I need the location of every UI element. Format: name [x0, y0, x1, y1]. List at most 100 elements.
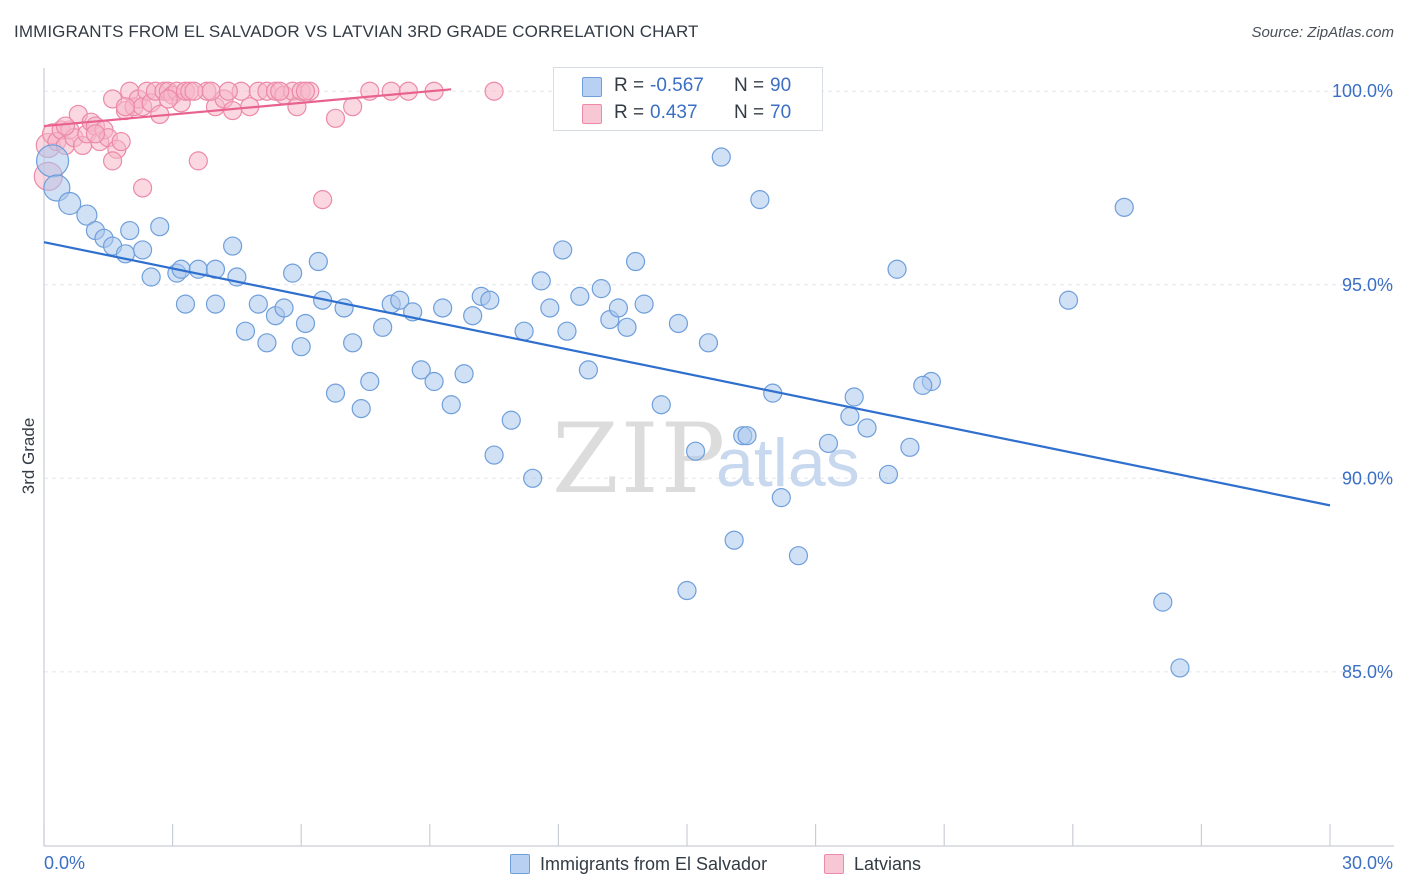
data-point-el-salvador [887, 259, 907, 279]
data-point-el-salvador [132, 240, 153, 260]
data-point-el-salvador [788, 546, 809, 566]
data-point-el-salvador [523, 468, 543, 488]
data-point-el-salvador [844, 387, 864, 407]
data-point-el-salvador [150, 217, 170, 237]
data-point-el-salvador [570, 286, 590, 306]
data-point-latvians [313, 190, 333, 210]
data-point-el-salvador [308, 251, 328, 272]
bottom-legend-latvians: Latvians [824, 852, 921, 876]
data-point-latvians [102, 151, 123, 171]
data-point-el-salvador [351, 399, 371, 419]
data-point-el-salvador [35, 144, 70, 178]
y-tick-label: 85.0% [1342, 662, 1393, 682]
legend-r-label: R = [614, 102, 645, 123]
data-point-latvians [115, 97, 136, 117]
trend-lines [43, 88, 1331, 507]
trend-line-latvians [43, 88, 452, 128]
data-point-el-salvador [58, 191, 82, 216]
data-point-latvians [343, 97, 363, 117]
data-point-latvians [55, 116, 76, 136]
data-point-el-salvador [737, 426, 757, 446]
data-point-latvians [398, 81, 418, 101]
data-point-el-salvador [223, 236, 243, 256]
grid-lines [44, 90, 1394, 673]
data-point-el-salvador [175, 294, 196, 314]
data-point-el-salvador [454, 364, 474, 384]
legend-n-label: N = [734, 102, 765, 123]
data-point-el-salvador [390, 290, 410, 310]
y-tick-labels: 100.0% 95.0% 90.0% 85.0% [1332, 81, 1393, 682]
data-point-latvians [111, 131, 131, 152]
data-point-el-salvador [1058, 290, 1079, 310]
chart-title: IMMIGRANTS FROM EL SALVADOR VS LATVIAN 3… [14, 22, 699, 41]
bottom-legend-swatch-blue [510, 854, 530, 874]
data-point-el-salvador [591, 279, 611, 299]
data-point-latvians [484, 81, 504, 101]
data-point-el-salvador [1170, 658, 1190, 678]
data-point-el-salvador [553, 240, 573, 260]
data-point-el-salvador [501, 410, 521, 430]
data-point-el-salvador [818, 433, 839, 454]
data-point-latvians [270, 81, 290, 101]
data-point-el-salvador [900, 437, 920, 457]
legend-r-value: 0.437 [650, 102, 698, 123]
data-point-latvians [201, 81, 221, 101]
data-point-el-salvador [1114, 197, 1134, 217]
data-point-el-salvador [235, 321, 256, 341]
data-point-el-salvador [724, 530, 744, 550]
data-point-el-salvador [257, 333, 277, 353]
data-point-latvians [132, 178, 153, 198]
data-point-el-salvador [878, 464, 899, 485]
data-point-el-salvador [531, 271, 551, 291]
data-point-el-salvador [441, 395, 461, 415]
x-tick-label: 30.0% [1342, 853, 1393, 873]
data-point-el-salvador [248, 294, 268, 314]
y-tick-label: 95.0% [1342, 275, 1393, 295]
data-point-el-salvador [634, 294, 654, 314]
data-point-el-salvador [514, 321, 534, 341]
data-point-el-salvador [274, 298, 294, 318]
data-point-el-salvador [698, 333, 719, 353]
legend-row-el-salvador: R = -0.567 N = 90 [554, 72, 822, 100]
data-point-el-salvador [685, 441, 706, 461]
data-point-el-salvador [668, 313, 689, 334]
data-point-el-salvador [411, 360, 431, 380]
data-point-el-salvador [625, 251, 646, 272]
data-point-latvians [381, 81, 401, 101]
data-point-el-salvador [433, 298, 453, 318]
data-point-el-salvador [480, 290, 500, 310]
bottom-legend-swatch-pink [824, 854, 844, 874]
data-point-latvians [188, 151, 208, 171]
legend-n-value: 70 [770, 102, 792, 123]
data-point-el-salvador [141, 267, 161, 287]
data-point-el-salvador [484, 445, 504, 465]
data-point-el-salvador [373, 317, 393, 337]
data-point-el-salvador [76, 204, 98, 226]
legend-row-latvians: R = 0.437 N = 70 [554, 99, 822, 127]
data-point-el-salvador [463, 306, 483, 326]
legend-r-value: -0.567 [650, 75, 704, 96]
data-point-el-salvador [578, 360, 599, 380]
data-point-el-salvador [711, 147, 731, 167]
y-axis-title: 3rd Grade [19, 418, 38, 495]
x-tick-label: 0.0% [44, 853, 85, 873]
bottom-legend-label: Immigrants from El Salvador [540, 853, 768, 874]
data-point-latvians [184, 81, 204, 101]
legend-swatch-blue [582, 77, 602, 97]
series-el-salvador [35, 97, 1190, 678]
data-point-el-salvador [283, 263, 303, 283]
data-point-latvians [85, 124, 106, 144]
data-point-el-salvador [913, 375, 933, 395]
data-point-el-salvador [424, 371, 444, 392]
correlation-legend: R = -0.567 N = 90 R = 0.437 N = 70 [553, 67, 823, 131]
data-point-el-salvador [750, 190, 770, 210]
source-label: Source: ZipAtlas.com [1251, 24, 1394, 41]
data-point-el-salvador [557, 321, 577, 341]
legend-n-label: N = [734, 75, 765, 96]
data-point-el-salvador [771, 488, 791, 508]
data-point-el-salvador [677, 580, 697, 601]
bottom-legend-label: Latvians [854, 853, 922, 874]
data-point-el-salvador [840, 406, 860, 426]
watermark: ZIP atlas [552, 403, 860, 515]
